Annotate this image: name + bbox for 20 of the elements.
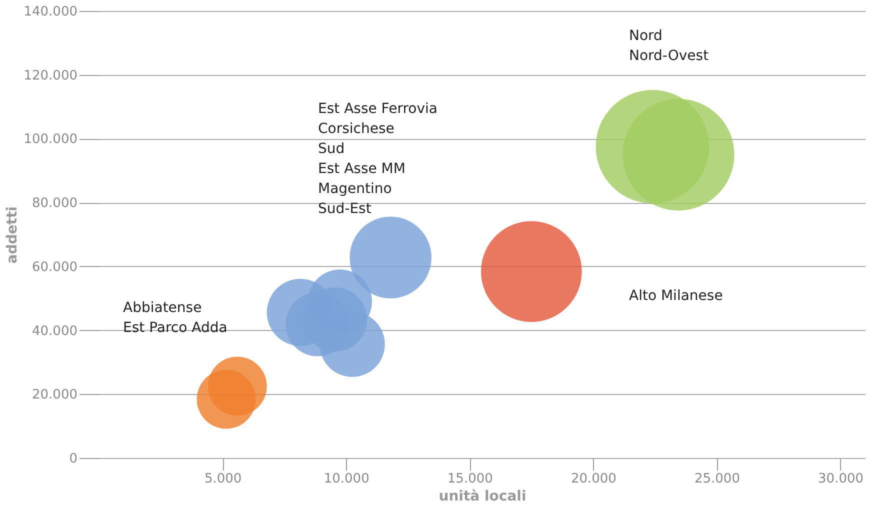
y-tick-label: 20.000 bbox=[32, 388, 78, 403]
annotation: Abbiatense Est Parco Adda bbox=[123, 300, 228, 336]
x-tick-label: 30.000 bbox=[818, 472, 864, 486]
y-axis-title: addetti bbox=[4, 206, 21, 264]
x-tick-label: 10.000 bbox=[324, 472, 370, 486]
x-axis-title: unità locali bbox=[438, 488, 526, 504]
y-tick-label: 140.000 bbox=[24, 4, 78, 20]
y-tick-label: 100.000 bbox=[24, 132, 78, 148]
annotation: Est Asse Ferrovia Corsichese Sud Est Asse MM Magentino Sud-Est bbox=[318, 101, 438, 217]
y-tick-label: 0 bbox=[69, 452, 78, 466]
x-tick-label: 15.000 bbox=[447, 472, 493, 486]
x-tick-label: 20.000 bbox=[570, 472, 616, 486]
y-tick-label: 40.000 bbox=[32, 324, 78, 339]
x-tick-label: 25.000 bbox=[694, 472, 740, 486]
y-tick-label: 120.000 bbox=[24, 68, 78, 84]
annotation: Nord Nord-Ovest bbox=[629, 28, 710, 64]
y-tick-label: 60.000 bbox=[32, 260, 78, 275]
annotation: Alto Milanese bbox=[629, 288, 723, 304]
x-tick-label: 5.000 bbox=[204, 472, 242, 486]
y-tick-label: 80.000 bbox=[32, 196, 78, 212]
